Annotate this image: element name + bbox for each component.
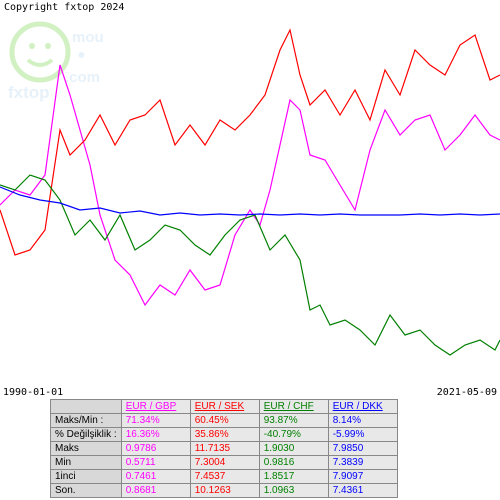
- cell-value: 11.7135: [190, 442, 259, 456]
- cell-value: 7.4537: [190, 470, 259, 484]
- date-start: 1990-01-01: [3, 387, 63, 398]
- cell-value: 60.45%: [190, 414, 259, 428]
- cell-value: 1.0963: [259, 484, 328, 498]
- cell-value: 7.9850: [328, 442, 397, 456]
- cell-value: 16.36%: [121, 428, 190, 442]
- cell-value: 71.34%: [121, 414, 190, 428]
- cell-value: 0.9786: [121, 442, 190, 456]
- table-header-blank: [51, 400, 122, 414]
- cell-value: 35.86%: [190, 428, 259, 442]
- cell-value: 93.87%: [259, 414, 328, 428]
- cell-value: 7.4361: [328, 484, 397, 498]
- row-label: % Değilşiklik :: [51, 428, 122, 442]
- row-label: Min: [51, 456, 122, 470]
- date-end: 2021-05-09: [437, 387, 497, 398]
- cell-value: 10.1263: [190, 484, 259, 498]
- table-header-magenta[interactable]: EUR / GBP: [121, 400, 190, 414]
- cell-value: -5.99%: [328, 428, 397, 442]
- copyright-text: Copyright fxtop 2024: [4, 2, 124, 13]
- table-header-red[interactable]: EUR / SEK: [190, 400, 259, 414]
- row-label: Maks: [51, 442, 122, 456]
- cell-value: 1.8517: [259, 470, 328, 484]
- cell-value: 0.5711: [121, 456, 190, 470]
- cell-value: 7.9097: [328, 470, 397, 484]
- row-label: Maks/Min :: [51, 414, 122, 428]
- row-label: Son.: [51, 484, 122, 498]
- cell-value: 0.8681: [121, 484, 190, 498]
- exchange-rate-chart: [0, 15, 500, 395]
- stats-table: EUR / GBPEUR / SEKEUR / CHFEUR / DKK Maks…: [50, 399, 398, 498]
- cell-value: 7.3004: [190, 456, 259, 470]
- cell-value: 7.3839: [328, 456, 397, 470]
- cell-value: 0.9816: [259, 456, 328, 470]
- cell-value: 1.9030: [259, 442, 328, 456]
- table-header-green[interactable]: EUR / CHF: [259, 400, 328, 414]
- cell-value: 8.14%: [328, 414, 397, 428]
- row-label: 1inci: [51, 470, 122, 484]
- table-header-blue[interactable]: EUR / DKK: [328, 400, 397, 414]
- cell-value: 0.7461: [121, 470, 190, 484]
- cell-value: -40.79%: [259, 428, 328, 442]
